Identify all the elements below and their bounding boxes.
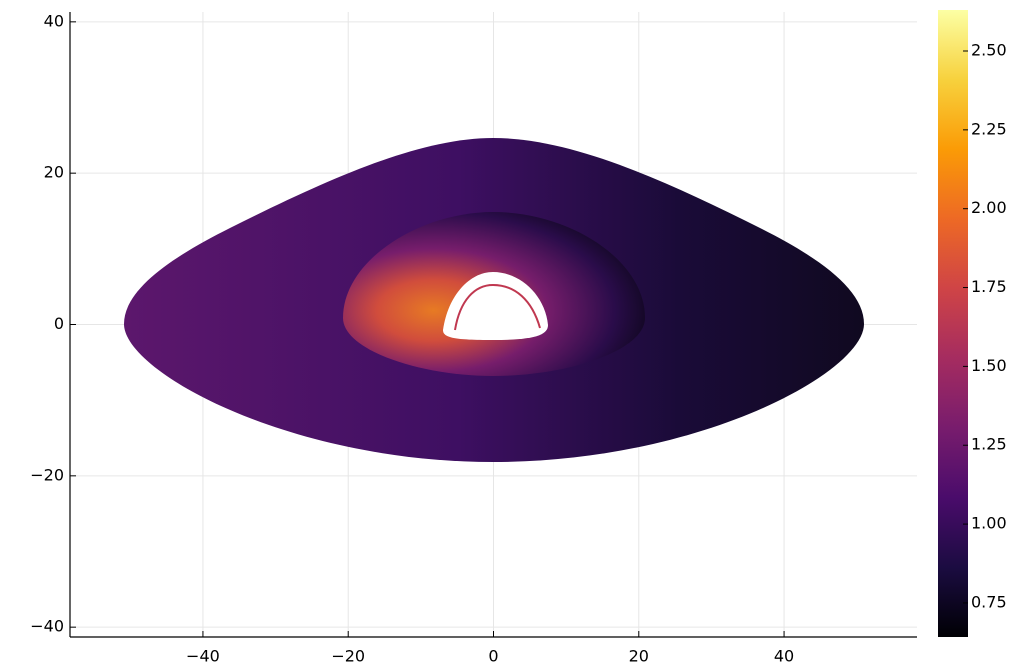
x-tick-label: 0 <box>488 647 498 666</box>
x-tick-label: −20 <box>331 647 365 666</box>
chart: −40 −20 0 20 40 −40 −20 0 20 40 0.75 1.00 1.25 1.50 1.… <box>0 0 1033 669</box>
colorbar-tick-label: 2.50 <box>971 41 1007 60</box>
colorbar-tick-label: 1.75 <box>971 277 1007 296</box>
x-tick-label: 40 <box>774 647 794 666</box>
colorbar-tick-label: 2.25 <box>971 119 1007 138</box>
colorbar-tick-label: 1.25 <box>971 435 1007 454</box>
colorbar-tick-label: 1.00 <box>971 514 1007 533</box>
y-tick-label: 0 <box>54 314 64 333</box>
y-tick-label: 20 <box>44 163 64 182</box>
x-tick-label: 20 <box>629 647 649 666</box>
colorbar-tick-label: 0.75 <box>971 592 1007 611</box>
colorbar-tick-label: 1.50 <box>971 356 1007 375</box>
disk-image <box>124 138 864 462</box>
colorbar-tick-label: 2.00 <box>971 198 1007 217</box>
y-tick-label: −40 <box>30 617 64 636</box>
colorbar <box>938 10 968 637</box>
y-tick-label: −20 <box>30 465 64 484</box>
y-tick-label: 40 <box>44 11 64 30</box>
x-tick-label: −40 <box>186 647 220 666</box>
